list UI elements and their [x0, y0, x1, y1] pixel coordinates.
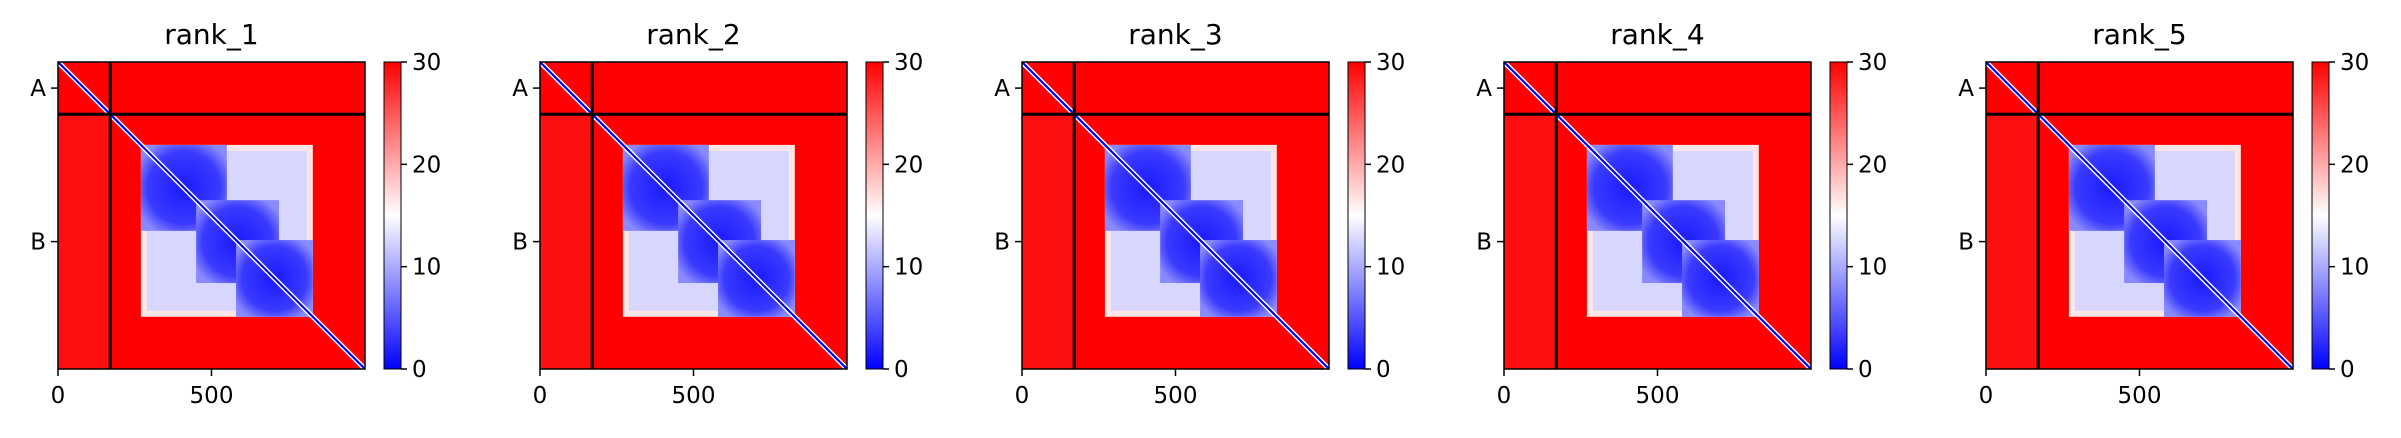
colorbar-tick-label: 0	[894, 357, 909, 383]
chain-a-band	[58, 114, 111, 369]
x-tick-label: 0	[533, 383, 548, 409]
chain-label: A	[1476, 76, 1492, 102]
chain-a-band	[540, 114, 593, 369]
chain-label: A	[30, 76, 46, 102]
colorbar-tick-label: 10	[894, 255, 923, 281]
x-tick-label: 500	[1636, 383, 1680, 409]
chain-label: A	[512, 76, 528, 102]
colorbar-tick-label: 0	[1858, 357, 1873, 383]
panel-title: rank_1	[164, 18, 258, 51]
x-tick-label: 0	[51, 383, 66, 409]
colorbar	[865, 61, 884, 370]
chain-label: B	[1958, 230, 1974, 256]
panel-title: rank_2	[646, 18, 740, 51]
chain-label: B	[1476, 230, 1492, 256]
chain-label: B	[512, 230, 528, 256]
x-tick-label: 500	[190, 383, 234, 409]
chain-a-band	[1504, 114, 1557, 369]
x-tick-label: 500	[2118, 383, 2162, 409]
panel-title: rank_3	[1128, 18, 1222, 51]
colorbar-tick-label: 30	[1858, 50, 1887, 76]
colorbar-tick-label: 30	[1376, 50, 1405, 76]
colorbar	[1347, 61, 1366, 370]
colorbar-tick-label: 10	[1376, 255, 1405, 281]
chain-label: A	[1958, 76, 1974, 102]
colorbar-tick-label: 0	[412, 357, 427, 383]
panel-title: rank_4	[1610, 18, 1704, 51]
colorbar-tick-label: 30	[894, 50, 923, 76]
colorbar-tick-label: 20	[2340, 152, 2369, 178]
colorbar-tick-label: 10	[2340, 255, 2369, 281]
colorbar-tick-label: 20	[1858, 152, 1887, 178]
colorbar-tick-label: 20	[894, 152, 923, 178]
chain-label: B	[994, 230, 1010, 256]
x-tick-label: 0	[1979, 383, 1994, 409]
x-tick-label: 0	[1497, 383, 1512, 409]
panel-2: rank_2 A B 0 500 0 10 20 30	[512, 18, 923, 409]
x-tick-label: 0	[1015, 383, 1030, 409]
x-tick-label: 500	[1154, 383, 1198, 409]
chain-label: A	[994, 76, 1010, 102]
colorbar-tick-label: 0	[2340, 357, 2355, 383]
colorbar-tick-label: 10	[412, 255, 441, 281]
colorbar-tick-label: 30	[2340, 50, 2369, 76]
colorbar	[1829, 61, 1848, 370]
colorbar-tick-label: 0	[1376, 357, 1391, 383]
panel-title: rank_5	[2092, 18, 2186, 51]
panel-3: rank_3 A B 0 500 0 10 20 30	[994, 18, 1405, 409]
colorbar	[2311, 61, 2330, 370]
colorbar-tick-label: 20	[412, 152, 441, 178]
chain-label: B	[30, 230, 46, 256]
panel-4: rank_4 A B 0 500 0 10 20 30	[1476, 18, 1887, 409]
panel-1: rank_1 A B 0 500 0 10 20 30	[30, 18, 441, 409]
colorbar-tick-label: 10	[1858, 255, 1887, 281]
panel-5: rank_5 A B 0 500 0 10 20 30	[1958, 18, 2369, 409]
colorbar-tick-label: 20	[1376, 152, 1405, 178]
chain-a-band	[1022, 114, 1075, 369]
colorbar-tick-label: 30	[412, 50, 441, 76]
colorbar	[383, 61, 402, 370]
x-tick-label: 500	[672, 383, 716, 409]
chain-a-band	[1986, 114, 2039, 369]
